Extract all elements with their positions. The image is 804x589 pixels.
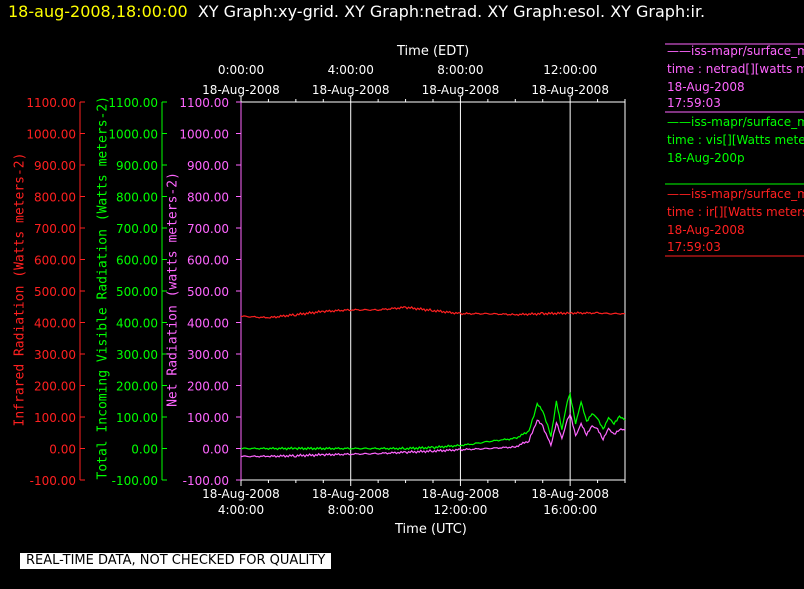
y-tick-label-net: -100.00	[183, 474, 229, 488]
y-tick-label-visible: 900.00	[116, 159, 158, 173]
y-tick-label-net: 200.00	[187, 380, 229, 394]
legend-ir-line2: time : ir[][Watts meters	[667, 205, 804, 219]
y-tick-label-net: 100.00	[187, 411, 229, 425]
y-tick-label-visible: 0.00	[131, 443, 158, 457]
y-axis-title-net: Net Radiation (watts meters-2)	[165, 172, 181, 407]
y-tick-label-net: 600.00	[187, 254, 229, 268]
y-tick-label-infrared: 300.00	[34, 348, 76, 362]
y-tick-label-infrared: 900.00	[34, 159, 76, 173]
graph-list: XY Graph:xy-grid. XY Graph:netrad. XY Gr…	[197, 2, 706, 21]
x-tick-label-time: 16:00:00	[543, 503, 597, 517]
y-tick-label-net: 900.00	[187, 159, 229, 173]
x-tick-label-date: 18-Aug-2008	[531, 487, 609, 501]
legend-ir-line3: 18-Aug-2008	[667, 223, 745, 237]
y-tick-label-visible: 100.00	[116, 411, 158, 425]
top-axis-title: Time (EDT)	[397, 44, 470, 59]
y-tick-label-net: 400.00	[187, 317, 229, 331]
y-tick-label-infrared: 700.00	[34, 222, 76, 236]
y-tick-label-net: 800.00	[187, 191, 229, 205]
legend-vis-line2: time : vis[][Watts mete	[667, 133, 804, 147]
timestamp: 18-aug-2008,18:00:00	[8, 2, 188, 21]
y-tick-label-infrared: 600.00	[34, 254, 76, 268]
x-tick-label-date: 18-Aug-2008	[312, 487, 390, 501]
series-line-ir	[240, 306, 626, 319]
graph-title-bar: 18-aug-2008,18:00:00 XY Graph:xy-grid. X…	[8, 2, 705, 21]
series-line-vis	[240, 391, 626, 451]
legend-netrad-line2: time : netrad[][watts m	[667, 62, 804, 76]
y-tick-label-visible: 700.00	[116, 222, 158, 236]
x-tick-label-date: 18-Aug-2008	[202, 487, 280, 501]
y-tick-label-infrared: 400.00	[34, 317, 76, 331]
y-tick-label-net: 0.00	[202, 443, 229, 457]
y-tick-label-infrared: 200.00	[34, 380, 76, 394]
top-tick-label-date: 18-Aug-2008	[202, 83, 280, 97]
legend-vis-line3: 18-Aug-200p	[667, 151, 745, 165]
y-tick-label-infrared: 1100.00	[26, 96, 76, 110]
y-tick-label-visible: 1000.00	[108, 128, 158, 142]
y-tick-label-net: 700.00	[187, 222, 229, 236]
y-tick-label-visible: 600.00	[116, 254, 158, 268]
y-tick-label-net: 1100.00	[179, 96, 229, 110]
y-tick-label-infrared: 800.00	[34, 191, 76, 205]
y-tick-label-infrared: -100.00	[30, 474, 76, 488]
x-tick-label-time: 8:00:00	[328, 503, 374, 517]
x-tick-label-date: 18-Aug-2008	[422, 487, 500, 501]
y-tick-label-net: 300.00	[187, 348, 229, 362]
bottom-axis-title: Time (UTC)	[395, 522, 467, 537]
y-tick-label-visible: -100.00	[112, 474, 158, 488]
y-axis-title-visible: Total Incoming Visible Radiation (Watts …	[95, 95, 111, 480]
top-tick-label-date: 18-Aug-2008	[422, 83, 500, 97]
y-tick-label-visible: 500.00	[116, 285, 158, 299]
legend-netrad-line1: ——iss-mapr/surface_m	[667, 44, 804, 58]
y-tick-label-infrared: 1000.00	[26, 128, 76, 142]
top-tick-label-date: 18-Aug-2008	[312, 83, 390, 97]
legend-ir-line1: ——iss-mapr/surface_m	[667, 187, 804, 201]
y-tick-label-visible: 400.00	[116, 317, 158, 331]
y-tick-label-net: 500.00	[187, 285, 229, 299]
y-tick-label-visible: 200.00	[116, 380, 158, 394]
top-tick-label-time: 8:00:00	[437, 63, 483, 77]
plot-frame	[240, 101, 626, 481]
y-axis-title-infrared: Infrared Radiation (Watts meters-2)	[12, 152, 28, 427]
top-tick-label-time: 4:00:00	[328, 63, 374, 77]
x-tick-label-time: 12:00:00	[433, 503, 487, 517]
legend-netrad-line4: 17:59:03	[667, 96, 721, 110]
legend-vis-line1: ——iss-mapr/surface_m	[667, 115, 804, 129]
y-tick-label-visible: 800.00	[116, 191, 158, 205]
y-tick-label-net: 1000.00	[179, 128, 229, 142]
legend-ir-line4: 17:59:03	[667, 240, 721, 254]
top-tick-label-time: 12:00:00	[543, 63, 597, 77]
y-tick-label-infrared: 100.00	[34, 411, 76, 425]
quality-warning-banner: REAL-TIME DATA, NOT CHECKED FOR QUALITY	[20, 553, 332, 569]
series-line-netrad	[240, 412, 626, 458]
top-tick-label-date: 18-Aug-2008	[531, 83, 609, 97]
top-tick-label-time: 0:00:00	[218, 63, 264, 77]
y-tick-label-infrared: 500.00	[34, 285, 76, 299]
legend-netrad-line3: 18-Aug-2008	[667, 80, 745, 94]
y-tick-label-visible: 300.00	[116, 348, 158, 362]
y-tick-label-visible: 1100.00	[108, 96, 158, 110]
y-tick-label-infrared: 0.00	[49, 443, 76, 457]
x-tick-label-time: 4:00:00	[218, 503, 264, 517]
